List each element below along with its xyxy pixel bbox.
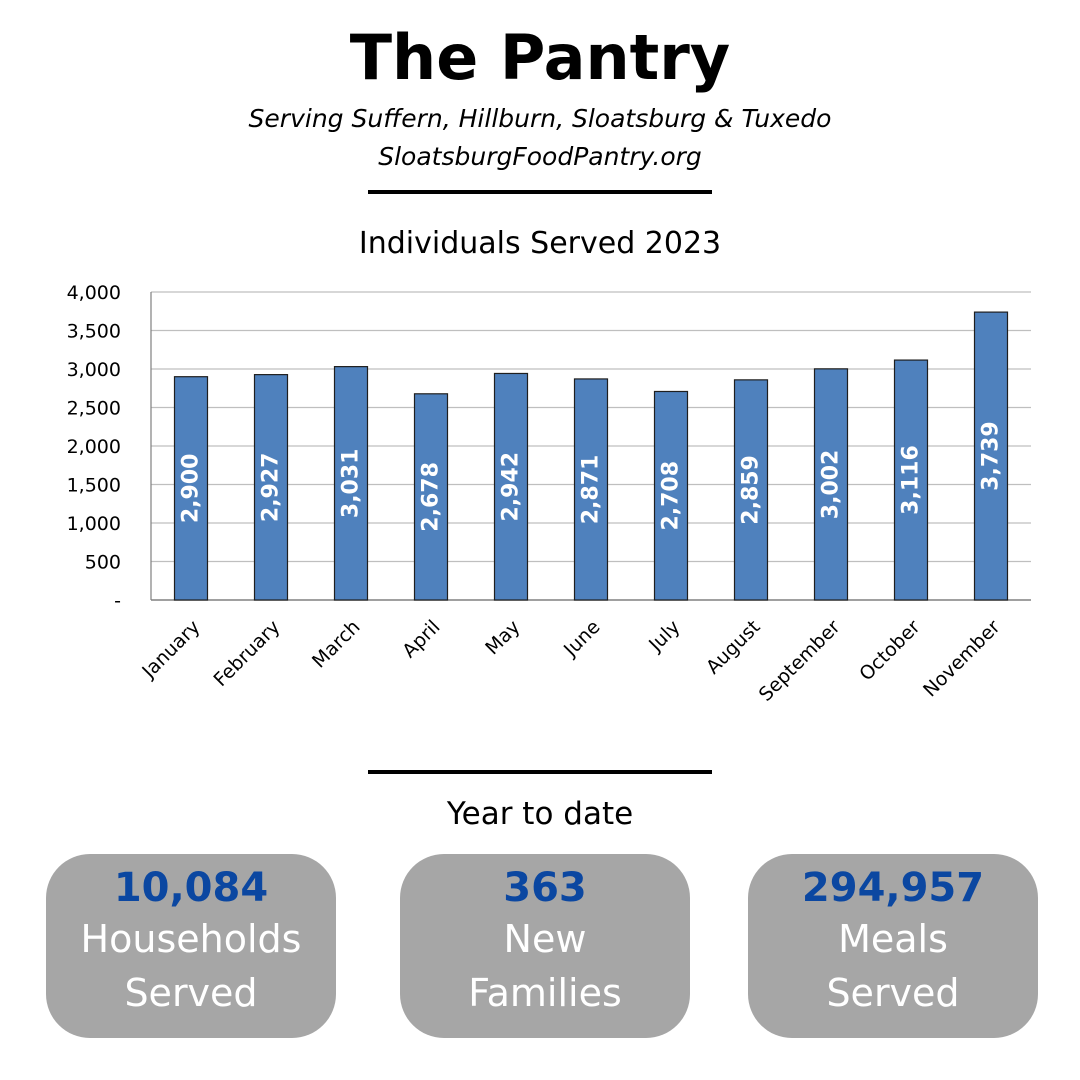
x-tick-label: June [559,616,605,662]
households-served-label-line1: Households [80,917,302,961]
divider-top [368,190,712,194]
website-text: SloatsburgFoodPantry.org [378,142,702,171]
households-served-label-line2: Served [124,971,258,1015]
y-tick-label: 3,500 [67,321,121,343]
year-to-date-heading: Year to date [446,796,634,832]
x-tick-label: February [209,616,284,691]
bar [573,378,609,601]
y-tick-label: 500 [85,552,121,574]
y-tick-label: 2,500 [67,398,121,420]
households-served-value: 10,084 [113,865,269,911]
bar [973,311,1009,601]
individuals-served-bar-chart: - 500 1,000 1,500 2,000 2,500 3,000 3,500 4,000 2… [67,282,1031,706]
bar [333,366,369,601]
y-tick-label: 2,000 [67,436,121,458]
meals-served-label-line1: Meals [838,917,948,961]
data-label: 3,739 [979,421,1004,491]
y-tick-label: 1,000 [67,513,121,535]
bar [813,368,849,601]
page-title: The Pantry [349,21,731,94]
data-label: 2,871 [579,455,604,525]
x-tick-label: August [702,616,765,679]
x-tick-label: January [137,616,204,683]
y-tick-label: 3,000 [67,359,121,381]
bar [173,376,209,601]
x-tick-label: July [644,616,684,656]
data-label: 2,927 [259,453,284,523]
data-label: 2,942 [499,452,524,522]
bar [733,379,769,601]
x-tick-label: November [919,616,1005,702]
data-label: 3,116 [899,445,924,515]
meals-served-value: 294,957 [801,865,985,911]
chart-title: Individuals Served 2023 [358,226,722,261]
y-tick-label: 1,500 [67,475,121,497]
bar [253,374,289,601]
meals-served-card: 294,957 Meals Served [748,854,1038,1038]
bar [413,393,449,601]
new-families-label-line2: Families [468,971,622,1015]
data-label: 3,002 [819,450,844,520]
x-tick-label: April [398,616,444,662]
bar [653,390,689,601]
service-area-subtitle: Serving Suffern, Hillburn, Sloatsburg & … [248,104,832,133]
x-tick-label: October [855,616,924,685]
data-label: 2,859 [739,455,764,525]
data-label: 2,900 [179,454,204,524]
data-label: 2,678 [419,462,444,532]
x-tick-label: May [481,616,524,659]
new-families-value: 363 [503,865,587,911]
new-families-card: 363 New Families [400,854,690,1038]
x-tick-label: September [755,616,845,706]
data-label: 3,031 [339,449,364,519]
data-label: 2,708 [659,461,684,531]
bar [493,372,529,601]
new-families-label-line1: New [503,917,587,961]
y-tick-label: 4,000 [67,282,121,304]
y-tick-label: - [114,590,121,612]
x-tick-label: March [308,616,365,673]
meals-served-label-line2: Served [826,971,960,1015]
households-served-card: 10,084 Households Served [46,854,336,1038]
divider-bottom [368,770,712,774]
bar [893,359,929,601]
